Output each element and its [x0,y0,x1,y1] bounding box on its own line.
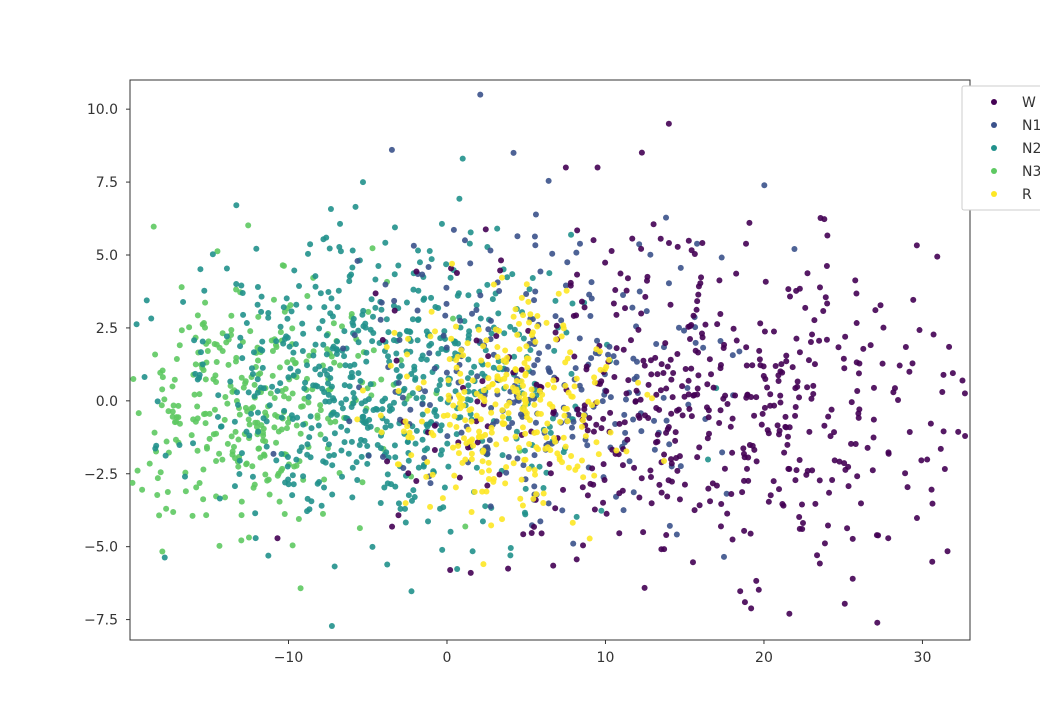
x-tick-label: 0 [443,650,452,666]
legend-label: N2 [1022,141,1040,157]
y-tick-label: 5.0 [96,248,118,264]
y-tick-label: 10.0 [87,102,118,118]
x-tick-label: −10 [274,650,304,666]
y-tick-label: −7.5 [84,613,118,629]
y-tick-label: 2.5 [96,321,118,337]
chart-svg: −100102030−7.5−5.0−2.50.02.55.07.510.0WN… [0,0,1040,715]
legend-label: W [1022,95,1036,111]
y-tick-label: 7.5 [96,175,118,191]
x-tick-label: 30 [914,650,932,666]
legend-label: R [1022,187,1032,203]
x-tick-label: 10 [597,650,615,666]
y-tick-label: −5.0 [84,540,118,556]
y-tick-label: 0.0 [96,394,118,410]
legend-label: N1 [1022,118,1040,134]
x-tick-label: 20 [755,650,773,666]
y-tick-label: −2.5 [84,467,118,483]
legend: W N1 N2 N3 R [962,86,1040,210]
scatter-chart: −100102030−7.5−5.0−2.50.02.55.07.510.0WN… [0,0,1040,715]
legend-label: N3 [1022,164,1040,180]
